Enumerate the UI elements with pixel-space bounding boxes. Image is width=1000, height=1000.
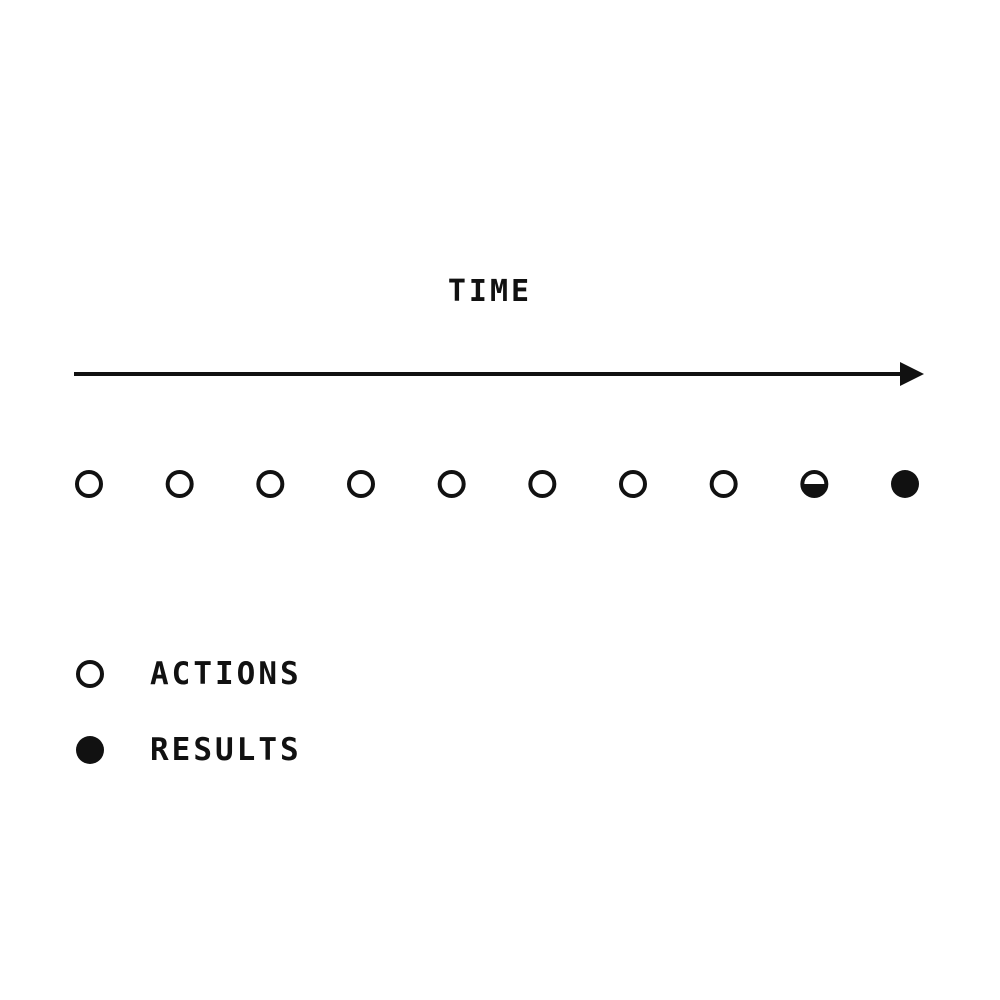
timeline-markers [75, 470, 919, 498]
open-circle-icon [709, 470, 738, 498]
legend-label-results: RESULTS [150, 732, 302, 768]
open-circle-icon [165, 470, 194, 498]
action-marker [619, 470, 647, 498]
filled-circle-icon [891, 470, 919, 498]
action-marker [165, 470, 194, 498]
half-circle-fill [802, 484, 827, 496]
action-marker [528, 470, 557, 498]
time-label: TIME [447, 274, 533, 309]
open-circle-icon [256, 470, 285, 498]
action-marker [347, 470, 375, 498]
half-filled-marker [800, 470, 829, 498]
open-circle-icon [347, 470, 375, 498]
legend-item-results: RESULTS [70, 730, 302, 770]
action-marker [256, 470, 285, 498]
result-marker [891, 470, 919, 498]
legend-label-actions: ACTIONS [150, 656, 302, 692]
action-marker [75, 470, 103, 498]
open-circle-icon [76, 660, 104, 688]
legend-item-actions: ACTIONS [70, 654, 302, 694]
open-circle-icon [619, 470, 647, 498]
action-marker [437, 470, 466, 498]
filled-circle-icon [76, 736, 104, 764]
action-marker [709, 470, 738, 498]
open-circle-icon [528, 470, 557, 498]
open-circle-icon [437, 470, 466, 498]
time-arrow [74, 362, 924, 386]
time-arrow-head [900, 362, 924, 386]
open-circle-icon [75, 470, 103, 498]
